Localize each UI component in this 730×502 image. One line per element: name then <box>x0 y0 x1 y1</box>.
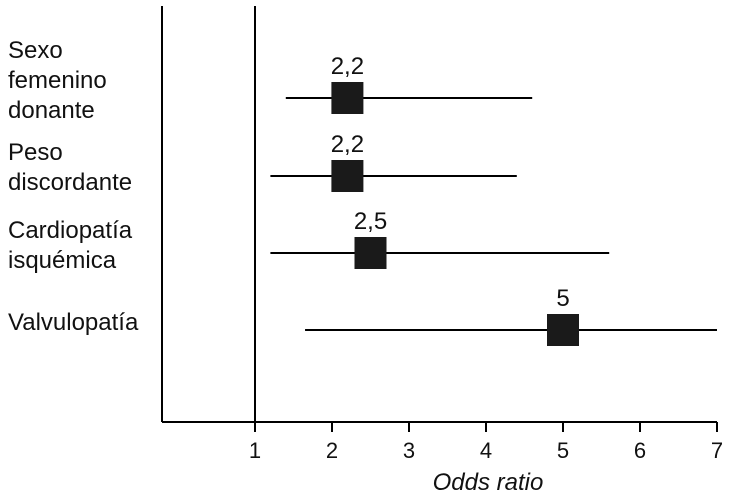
x-tick-label: 2 <box>326 438 338 463</box>
category-label-line: donante <box>8 97 95 124</box>
category-label-line: femenino <box>8 67 107 94</box>
x-tick-label: 4 <box>480 438 492 463</box>
x-tick-label: 6 <box>634 438 646 463</box>
category-label-line: discordante <box>8 169 132 196</box>
odds-ratio-label: 2,5 <box>354 208 387 235</box>
x-tick-label: 3 <box>403 438 415 463</box>
x-tick-label: 7 <box>711 438 723 463</box>
odds-ratio-marker <box>331 160 364 192</box>
category-label-line: Peso <box>8 139 63 166</box>
category-label-line: Valvulopatía <box>8 309 139 336</box>
category-label-line: Sexo <box>8 37 63 64</box>
category-labels: Sexo femenino donante Peso discordante Cardio… <box>8 37 139 336</box>
x-axis: 1 2 3 4 5 6 7 <box>161 6 723 463</box>
odds-ratio-marker <box>331 82 364 114</box>
odds-ratio-label: 2,2 <box>331 131 364 158</box>
x-tick-label: 1 <box>249 438 261 463</box>
odds-ratio-label: 5 <box>556 285 569 312</box>
odds-ratio-marker <box>547 314 579 346</box>
odds-ratio-marker <box>354 237 387 269</box>
category-label: Valvulopatía <box>8 309 139 336</box>
plot-area: 2,2 2,2 2,5 5 <box>254 6 717 422</box>
category-label: Cardiopatía isquémica <box>8 217 133 274</box>
category-label: Sexo femenino donante <box>8 37 107 124</box>
x-axis-title: Odds ratio <box>433 469 544 496</box>
x-tick-label: 5 <box>557 438 569 463</box>
odds-ratio-label: 2,2 <box>331 53 364 80</box>
category-label-line: isquémica <box>8 247 117 274</box>
category-label-line: Cardiopatía <box>8 217 133 244</box>
category-label: Peso discordante <box>8 139 132 196</box>
